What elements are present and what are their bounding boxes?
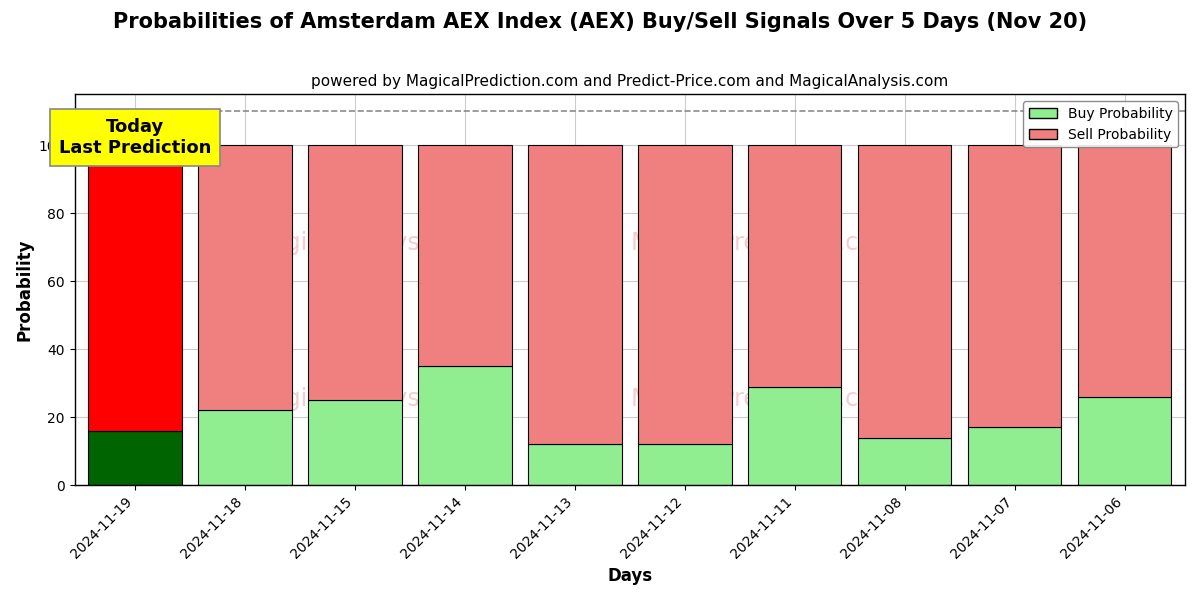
Bar [858, 145, 952, 437]
Bar [748, 145, 841, 386]
Text: MagicalPrediction.com: MagicalPrediction.com [630, 387, 896, 411]
Bar [528, 145, 622, 445]
Bar [528, 445, 622, 485]
Legend: Buy Probability, Sell Probability: Buy Probability, Sell Probability [1024, 101, 1178, 148]
Bar [419, 366, 511, 485]
Bar [308, 400, 402, 485]
Bar [1078, 145, 1171, 397]
Bar [419, 145, 511, 366]
X-axis label: Days: Days [607, 567, 653, 585]
Bar [89, 431, 182, 485]
Bar [858, 437, 952, 485]
Bar [89, 145, 182, 431]
Bar [1078, 397, 1171, 485]
Bar [748, 386, 841, 485]
Bar [308, 145, 402, 400]
Text: Probabilities of Amsterdam AEX Index (AEX) Buy/Sell Signals Over 5 Days (Nov 20): Probabilities of Amsterdam AEX Index (AE… [113, 12, 1087, 32]
Text: Today
Last Prediction: Today Last Prediction [59, 118, 211, 157]
Bar [198, 145, 292, 410]
Bar [198, 410, 292, 485]
Y-axis label: Probability: Probability [16, 238, 34, 341]
Bar [638, 445, 732, 485]
Bar [638, 145, 732, 445]
Bar [968, 427, 1061, 485]
Bar [968, 145, 1061, 427]
Text: MagicalAnalysis.com: MagicalAnalysis.com [252, 387, 497, 411]
Text: MagicalAnalysis.com: MagicalAnalysis.com [252, 231, 497, 255]
Title: powered by MagicalPrediction.com and Predict-Price.com and MagicalAnalysis.com: powered by MagicalPrediction.com and Pre… [311, 74, 948, 89]
Text: MagicalPrediction.com: MagicalPrediction.com [630, 231, 896, 255]
